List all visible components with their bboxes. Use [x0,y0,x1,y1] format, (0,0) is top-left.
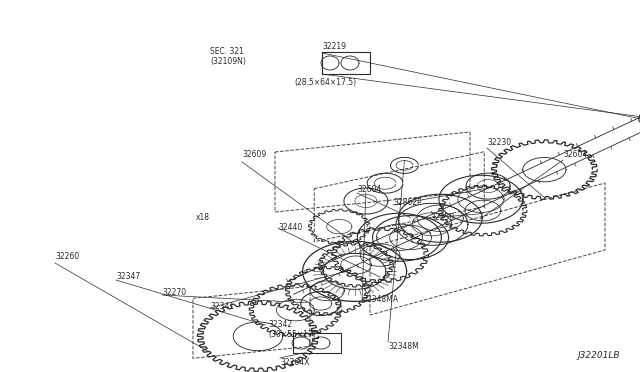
Text: x18: x18 [196,213,210,222]
Text: 32348M: 32348M [388,342,419,351]
Text: 32440: 32440 [278,223,302,232]
Text: 32348MA: 32348MA [362,295,398,304]
Text: 32270: 32270 [162,288,186,297]
Text: 32609: 32609 [242,150,266,159]
Text: 32862P: 32862P [393,198,422,207]
Text: 32264X: 32264X [280,358,309,367]
Text: 32604: 32604 [563,150,588,159]
Text: 32260: 32260 [55,252,79,261]
Text: 32604: 32604 [357,185,381,194]
Text: 32347: 32347 [116,272,140,281]
Text: SEC. 321
(32109N): SEC. 321 (32109N) [210,47,246,66]
Text: J32201LB: J32201LB [577,351,620,360]
Text: 32219: 32219 [322,42,346,51]
Text: 32250: 32250 [430,213,454,222]
Text: 32341: 32341 [210,302,234,311]
Text: 32230: 32230 [487,138,511,147]
Text: 32342
(30×55×17): 32342 (30×55×17) [268,320,316,339]
Text: (28.5×64×17.5): (28.5×64×17.5) [294,78,356,87]
